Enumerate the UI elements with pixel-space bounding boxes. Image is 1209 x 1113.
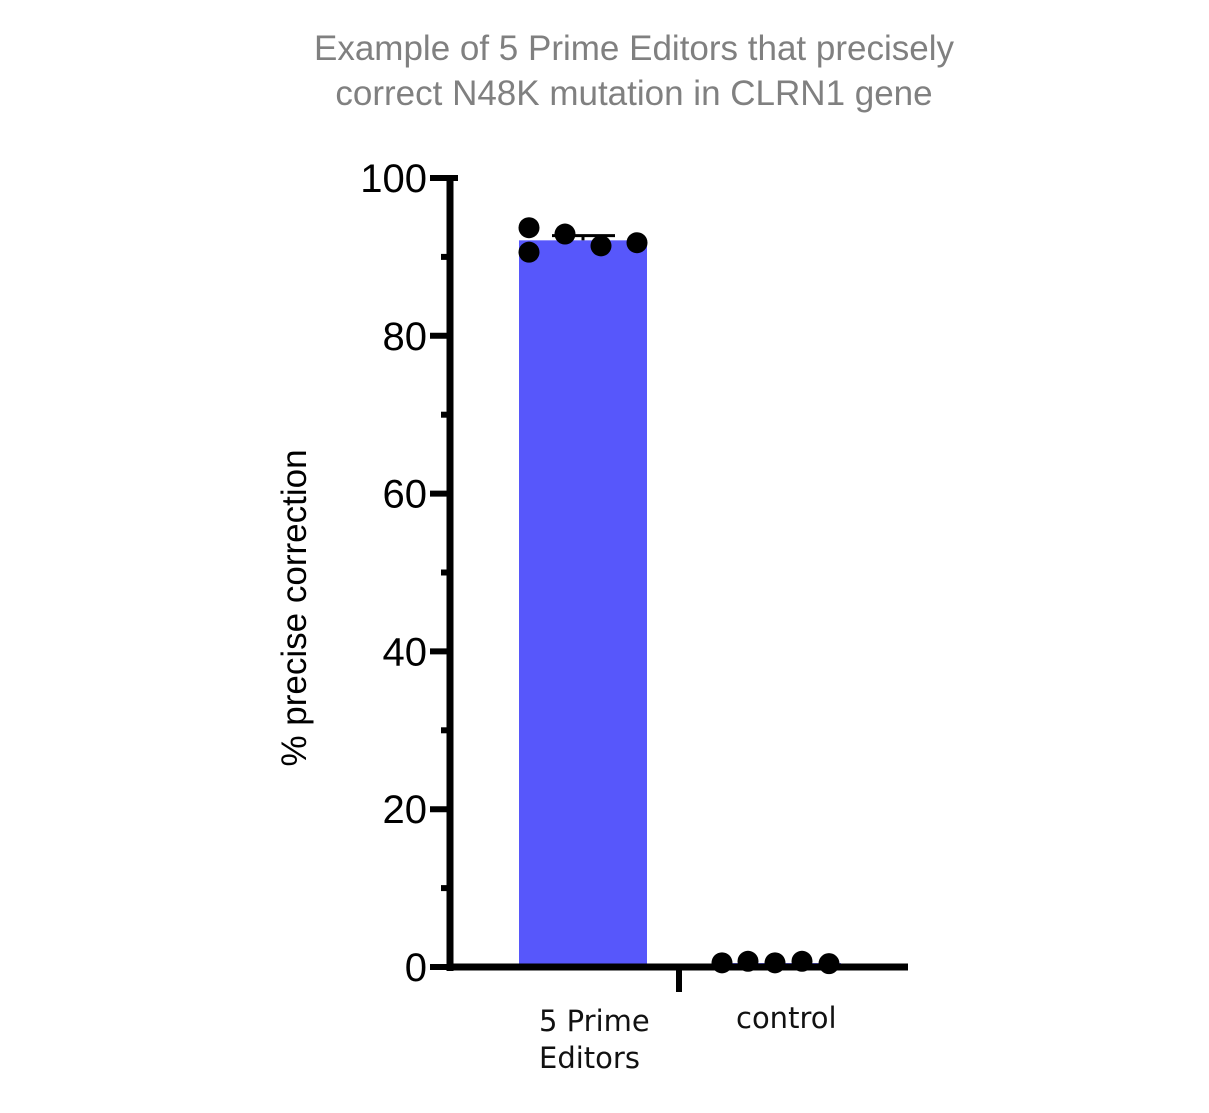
category-label-prime-editors: 5 Prime Editors	[539, 1003, 650, 1077]
data-points	[518, 217, 840, 975]
category-label-line-1: 5 Prime	[539, 1004, 650, 1038]
data-point	[554, 223, 576, 245]
data-point	[518, 241, 540, 263]
bar-prime-editors	[519, 240, 647, 967]
data-point	[791, 950, 813, 972]
y-tick-label: 40	[383, 630, 428, 674]
chart-title-line-1: Example of 5 Prime Editors that precisel…	[314, 29, 954, 68]
data-point	[626, 232, 648, 254]
chart-title-line-2: correct N48K mutation in CLRN1 gene	[335, 74, 933, 113]
data-point	[518, 217, 540, 239]
bars	[519, 240, 841, 967]
category-label-line-1: control	[736, 1001, 837, 1035]
y-tick-label: 20	[383, 788, 428, 832]
data-point	[818, 953, 840, 975]
y-tick-label: 100	[360, 157, 427, 201]
y-tick-label: 60	[383, 473, 428, 517]
data-point	[711, 952, 733, 974]
data-point	[590, 235, 612, 257]
category-label-control: control	[736, 1000, 837, 1037]
y-ticks: 0 20 40 60 80 100	[360, 157, 458, 990]
category-label-line-2: Editors	[539, 1041, 640, 1075]
y-tick-label: 80	[383, 315, 428, 359]
data-point	[737, 950, 759, 972]
data-point	[764, 952, 786, 974]
axes	[446, 175, 908, 992]
chart-title: Example of 5 Prime Editors that precisel…	[0, 26, 1209, 116]
y-tick-label: 0	[405, 946, 427, 990]
